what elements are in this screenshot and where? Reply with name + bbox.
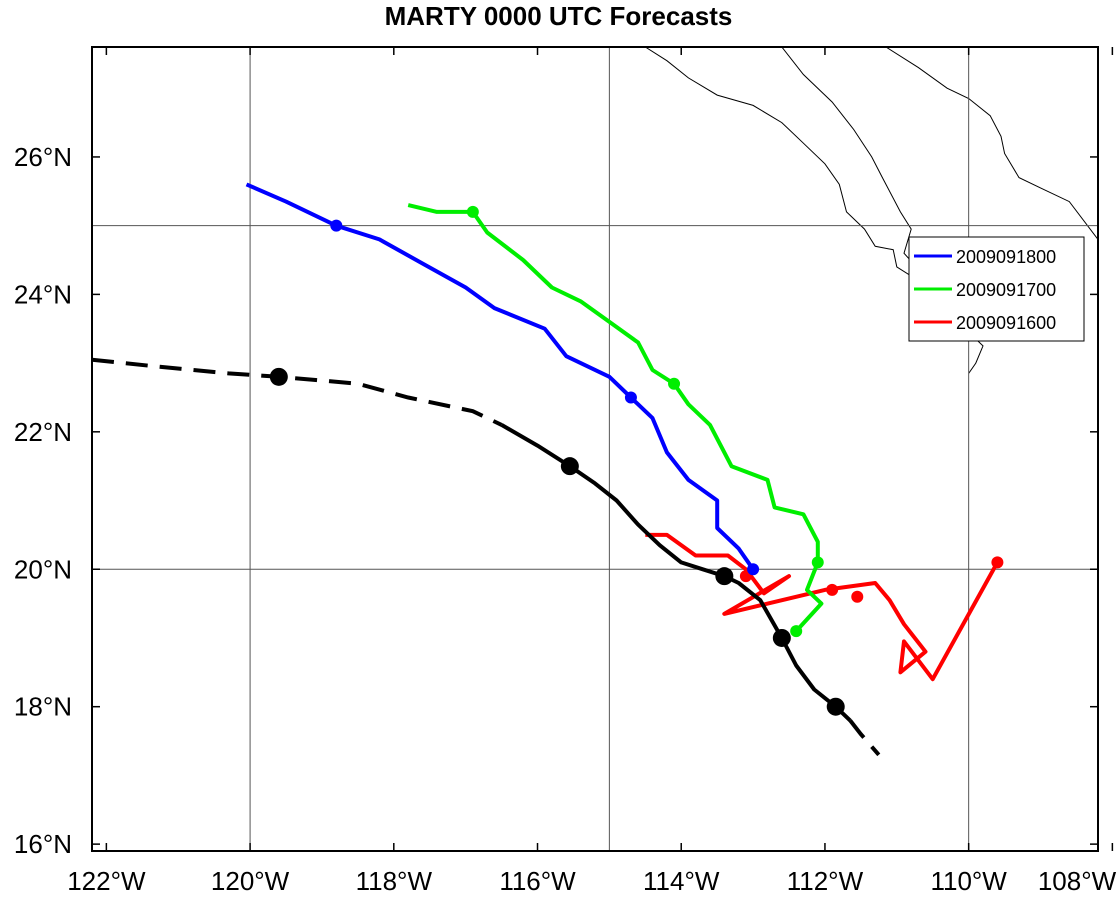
forecast-marker-2009091700 <box>668 377 681 390</box>
forecast-marker-2009091800 <box>747 563 760 576</box>
forecast-marker-2009091700 <box>790 625 803 638</box>
forecast-track-2009091600 <box>645 532 1000 682</box>
best-track-solid <box>500 423 852 722</box>
legend-label: 2009091800 <box>956 247 1056 267</box>
tracks-layer <box>92 182 1004 757</box>
best-track-marker <box>715 567 734 586</box>
lat-tick-label: 16°N <box>14 829 72 859</box>
lon-tick-label: 114°W <box>643 866 720 896</box>
forecast-marker-2009091800 <box>330 219 343 232</box>
lon-tick-label: 122°W <box>67 866 146 896</box>
best-track-marker <box>826 697 845 716</box>
forecast-marker-2009091800 <box>624 391 637 404</box>
lon-tick-label: 120°W <box>211 866 290 896</box>
forecast-marker-2009091600 <box>851 590 864 603</box>
lon-tick-label: 116°W <box>499 866 576 896</box>
chart-title: MARTY 0000 UTC Forecasts <box>384 1 733 31</box>
lat-tick-label: 20°N <box>14 554 72 584</box>
lat-tick-label: 26°N <box>14 142 72 172</box>
coastline-2 <box>885 47 1098 240</box>
legend-label: 2009091600 <box>956 313 1056 333</box>
legend: 2009091800 2009091700 2009091600 <box>908 236 1085 342</box>
forecast-marker-2009091700 <box>811 556 824 569</box>
forecast-marker-2009091700 <box>466 205 479 218</box>
axis-ticks: 122°W 120°W 118°W 116°W 114°W 112°W 110°W 108°W… <box>14 47 1117 896</box>
forecast-marker-2009091600 <box>826 583 839 596</box>
lat-tick-label: 22°N <box>14 417 72 447</box>
lat-tick-label: 24°N <box>14 279 72 309</box>
legend-label: 2009091700 <box>956 280 1056 300</box>
grid-layer <box>92 47 1098 851</box>
lon-tick-label: 108°W <box>1038 866 1117 896</box>
best-track-dashed-late <box>848 719 881 757</box>
forecast-marker-2009091600 <box>991 556 1004 569</box>
best-track-marker <box>772 628 791 647</box>
forecast-track-2009091700 <box>407 203 824 633</box>
forecast-track-2009091800 <box>245 182 755 571</box>
lon-tick-label: 112°W <box>787 866 864 896</box>
best-track-marker <box>269 367 288 386</box>
lon-tick-label: 118°W <box>356 866 433 896</box>
lat-tick-label: 18°N <box>14 692 72 722</box>
lon-tick-label: 110°W <box>930 866 1007 896</box>
best-track-marker <box>560 457 579 476</box>
plot-frame <box>91 46 1099 852</box>
best-track-dashed-early <box>92 357 503 427</box>
